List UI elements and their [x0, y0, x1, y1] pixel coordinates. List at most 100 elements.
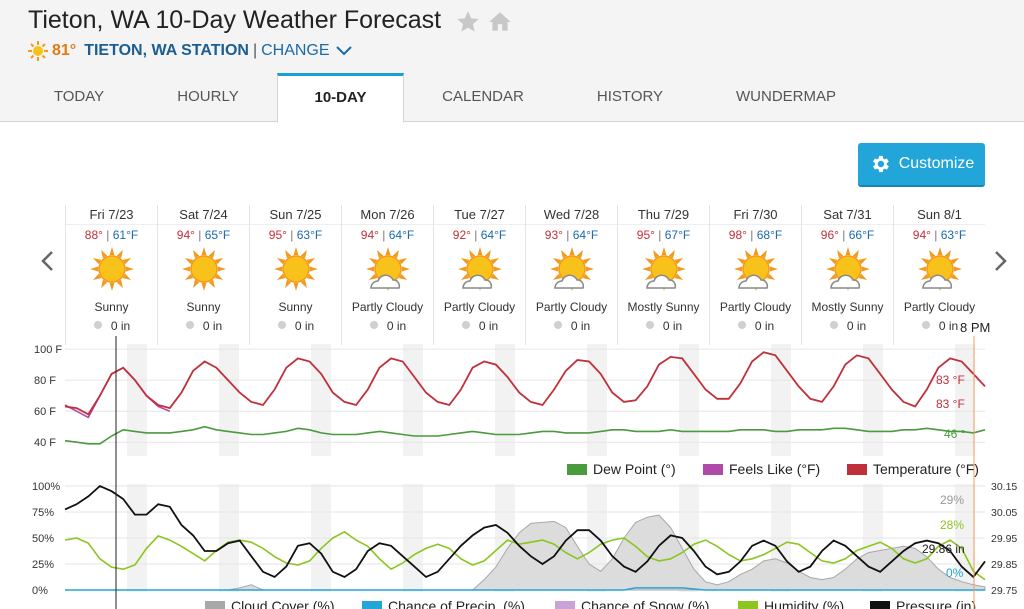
title-actions [455, 9, 513, 35]
precip-value: 0 in [754, 319, 775, 333]
precip-amount: 0 in [802, 319, 893, 333]
temp-separator: | [746, 228, 757, 242]
daily-forecast-strip: Fri 7/23 88° | 61°F Sunny 0 in Sat 7/24 94° |… [65, 205, 985, 345]
chevron-down-icon [335, 46, 352, 56]
low-temp: 64°F [388, 228, 415, 242]
day-column[interactable]: Tue 7/27 92° | 64°F Partly Cloudy 0 in [433, 205, 525, 345]
precip-value: 0 in [294, 319, 315, 333]
sun-icon [28, 41, 48, 61]
favorite-star-icon[interactable] [455, 9, 481, 35]
tab-10-day[interactable]: 10-DAY [277, 73, 404, 123]
next-arrow-icon[interactable] [994, 250, 1008, 272]
condition-text: Partly Cloudy [535, 300, 608, 314]
day-column[interactable]: Fri 7/23 88° | 61°F Sunny 0 in [65, 205, 157, 345]
y-tick-label-left: 0% [32, 585, 48, 597]
precip-amount: 0 in [618, 319, 709, 333]
previous-arrow-icon[interactable] [40, 250, 54, 272]
y-tick-label-right: 29.95 [991, 533, 1017, 545]
customize-button[interactable]: Customize [858, 143, 985, 187]
precip-value: 0 in [110, 319, 131, 333]
low-temp: 63°F [296, 228, 323, 242]
low-temp: 64°F [480, 228, 507, 242]
low-temp: 61°F [112, 228, 139, 242]
condition-text: Sunny [186, 300, 221, 314]
night-band [127, 344, 147, 456]
raindrop-icon [553, 319, 563, 333]
raindrop-icon [921, 319, 931, 333]
night-band [955, 344, 975, 456]
partly-cloudy-icon [342, 245, 433, 293]
condition-text: Sunny [94, 300, 129, 314]
low-temp: 65°F [204, 228, 231, 242]
tab-hourly[interactable]: HOURLY [177, 88, 239, 105]
low-temp: 64°F [572, 228, 599, 242]
forecast-tabs: TODAY HOURLY 10-DAY CALENDAR HISTORY WUN… [0, 73, 1024, 123]
raindrop-icon [93, 319, 103, 333]
y-tick-label-right: 29.75 [991, 585, 1017, 597]
tab-wundermap[interactable]: WUNDERMAP [736, 88, 836, 105]
tab-today[interactable]: TODAY [53, 88, 105, 105]
legend-temperature-swatch [847, 464, 867, 475]
precip-amount: 0 in [158, 319, 249, 333]
precip-amount: 0 in [250, 319, 341, 333]
station-row: 81° TIETON, WA STATION | CHANGE [28, 40, 352, 62]
y-tick-label-left: 50% [32, 533, 54, 545]
high-temp: 94° [360, 228, 379, 242]
condition-text: Partly Cloudy [719, 300, 792, 314]
night-band [495, 344, 515, 456]
day-temps: 88° | 61°F [66, 228, 157, 242]
day-column[interactable]: Mon 7/26 94° | 64°F Partly Cloudy 0 in [341, 205, 433, 345]
y-tick-label-left: 75% [32, 507, 54, 519]
day-name: Mon 7/26 [342, 205, 433, 225]
sun-icon [66, 245, 157, 293]
day-column[interactable]: Sat 7/31 96° | 66°F Mostly Sunny 0 in [801, 205, 893, 345]
partly-cloudy-icon [618, 245, 709, 293]
temp-separator: | [102, 228, 113, 242]
day-temps: 94° | 63°F [894, 228, 985, 242]
tab-calendar[interactable]: CALENDAR [442, 88, 524, 105]
day-column[interactable]: Sun 8/1 94° | 63°F Partly Cloudy 0 in [893, 205, 985, 345]
pressure-line [64, 484, 986, 579]
temperature-end-label: 83 °F [936, 373, 965, 387]
precip-end-label: 0% [946, 566, 964, 580]
page-title: Tieton, WA 10-Day Weather Forecast [28, 6, 442, 34]
precip-amount: 0 in [66, 319, 157, 333]
station-name: TIETON, WA STATION [84, 42, 249, 59]
gear-icon [872, 155, 889, 173]
sun-icon [158, 245, 249, 293]
night-band [771, 344, 791, 456]
forecast-charts: 100 F 80 F 60 F 40 F 83 °F 83 °F 46 ° Dew Point… [32, 336, 1017, 609]
condition-text: Mostly Sunny [811, 300, 884, 314]
day-temps: 96° | 66°F [802, 228, 893, 242]
partly-cloudy-icon [802, 245, 893, 293]
low-temp: 67°F [664, 228, 691, 242]
dew-point-line [64, 425, 986, 445]
raindrop-icon [737, 319, 747, 333]
y-tick-label: 80 F [34, 375, 56, 387]
condition-text: Partly Cloudy [903, 300, 976, 314]
condition-text: Partly Cloudy [351, 300, 424, 314]
day-column[interactable]: Sat 7/24 94° | 65°F Sunny 0 in [157, 205, 249, 345]
day-column[interactable]: Thu 7/29 95° | 67°F Mostly Sunny 0 in [617, 205, 709, 345]
change-station-button[interactable]: CHANGE [261, 42, 352, 60]
day-column[interactable]: Sun 7/25 95° | 63°F Sunny 0 in [249, 205, 341, 345]
partly-cloudy-icon [710, 245, 801, 293]
temp-separator: | [470, 228, 481, 242]
home-icon[interactable] [487, 9, 513, 35]
temp-separator: | [930, 228, 941, 242]
legend-snow-label: Chance of Snow (%) [581, 598, 709, 609]
day-column[interactable]: Wed 7/28 93° | 64°F Partly Cloudy 0 in [525, 205, 617, 345]
sun-icon [250, 245, 341, 293]
high-temp: 95° [636, 228, 655, 242]
cloud-cover-end-label: 29% [940, 493, 964, 507]
dew-point-end-label: 46 ° [944, 427, 966, 441]
legend-dew-point-label: Dew Point (°) [593, 461, 676, 477]
day-temps: 98° | 68°F [710, 228, 801, 242]
day-name: Sat 7/31 [802, 205, 893, 225]
raindrop-icon [461, 319, 471, 333]
y-tick-label-left: 100% [32, 481, 60, 493]
tab-history[interactable]: HISTORY [596, 88, 664, 105]
partly-cloudy-icon [894, 245, 985, 293]
day-name: Thu 7/29 [618, 205, 709, 225]
day-column[interactable]: Fri 7/30 98° | 68°F Partly Cloudy 0 in [709, 205, 801, 345]
